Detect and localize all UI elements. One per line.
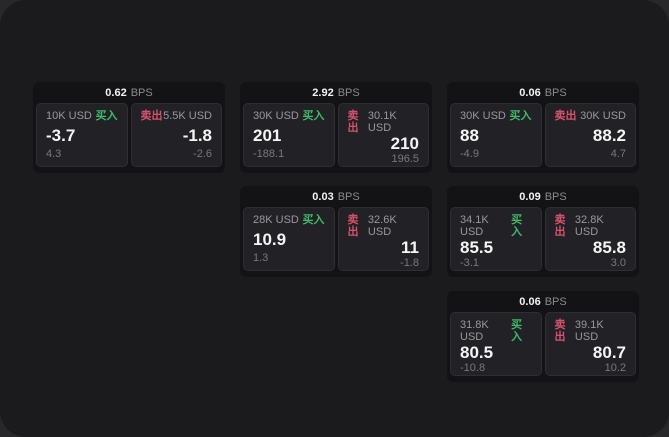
buy-price: -3.7 bbox=[46, 125, 76, 145]
buy-amount: 30K USD bbox=[460, 110, 506, 122]
buy-quote-panel[interactable]: 10K USD 买入 -3.7 4.3 bbox=[36, 103, 128, 167]
sell-price: 210 bbox=[390, 134, 419, 153]
buy-delta: 4.3 bbox=[46, 148, 62, 160]
buy-price: 85.5 bbox=[460, 238, 494, 257]
sell-price: 85.8 bbox=[592, 238, 626, 257]
buy-delta: 1.3 bbox=[253, 252, 269, 264]
bps-unit-label: BPS bbox=[544, 295, 567, 308]
sell-amount: 32.8K USD bbox=[574, 214, 604, 238]
buy-quote-panel[interactable]: 34.1K USD 买入 85.5 -3.1 bbox=[450, 207, 542, 271]
sell-label: 卖出 bbox=[347, 110, 359, 134]
bps-unit-label: BPS bbox=[337, 86, 360, 99]
sell-delta: 196.5 bbox=[391, 153, 419, 165]
card-header: 0.06 BPS bbox=[447, 82, 639, 103]
sell-price: 11 bbox=[401, 238, 419, 257]
buy-quote-panel[interactable]: 28K USD 买入 10.9 1.3 bbox=[243, 207, 335, 271]
sell-delta: 3.0 bbox=[610, 257, 626, 269]
bps-value: 0.62 bbox=[105, 86, 127, 99]
buy-quote-panel[interactable]: 30K USD 买入 201 -188.1 bbox=[243, 103, 335, 167]
sell-quote-panel[interactable]: 卖出 30K USD 88.2 4.7 bbox=[544, 103, 636, 167]
buy-price: 80.5 bbox=[460, 343, 494, 362]
bps-value: 0.09 bbox=[519, 190, 541, 203]
buy-label: 买入 bbox=[511, 319, 523, 343]
quote-card: 0.09 BPS 34.1K USD 买入 85.5 -3.1 卖出 32.8K… bbox=[447, 186, 639, 277]
buy-amount: 31.8K USD bbox=[460, 319, 489, 343]
quote-card: 0.06 BPS 31.8K USD 买入 80.5 -10.8 卖出 39.1… bbox=[447, 291, 639, 382]
sell-price: -1.8 bbox=[182, 125, 212, 145]
buy-delta: -10.8 bbox=[460, 362, 486, 374]
sell-price: 88.2 bbox=[592, 125, 626, 145]
card-body: 28K USD 买入 10.9 1.3 卖出 32.6K USD 11 -1.8 bbox=[240, 207, 432, 274]
sell-quote-panel[interactable]: 卖出 30.1K USD 210 196.5 bbox=[337, 103, 429, 167]
bps-unit-label: BPS bbox=[130, 86, 153, 99]
bps-value: 0.03 bbox=[312, 190, 334, 203]
sell-label: 卖出 bbox=[140, 110, 163, 122]
card-body: 31.8K USD 买入 80.5 -10.8 卖出 39.1K USD 80.… bbox=[447, 312, 639, 379]
bps-value: 2.92 bbox=[312, 86, 334, 99]
bps-value: 0.06 bbox=[519, 295, 541, 308]
sell-price: 80.7 bbox=[592, 343, 626, 362]
buy-delta: -4.9 bbox=[460, 148, 479, 160]
buy-delta: -3.1 bbox=[460, 257, 479, 269]
buy-amount: 30K USD bbox=[253, 110, 299, 122]
buy-quote-panel[interactable]: 31.8K USD 买入 80.5 -10.8 bbox=[450, 312, 542, 376]
sell-quote-panel[interactable]: 卖出 32.8K USD 85.8 3.0 bbox=[544, 207, 636, 271]
sell-label: 卖出 bbox=[554, 214, 566, 238]
card-header: 0.09 BPS bbox=[447, 186, 639, 207]
quote-card: 2.92 BPS 30K USD 买入 201 -188.1 卖出 30.1K … bbox=[240, 82, 432, 173]
card-body: 30K USD 买入 201 -188.1 卖出 30.1K USD 210 1… bbox=[240, 103, 432, 170]
quote-card: 0.03 BPS 28K USD 买入 10.9 1.3 卖出 32.6K US… bbox=[240, 186, 432, 277]
sell-amount: 39.1K USD bbox=[574, 319, 604, 343]
sell-delta: 4.7 bbox=[610, 148, 626, 160]
sell-quote-panel[interactable]: 卖出 32.6K USD 11 -1.8 bbox=[337, 207, 429, 271]
buy-delta: -188.1 bbox=[253, 148, 285, 160]
sell-amount: 5.5K USD bbox=[163, 110, 212, 122]
bps-unit-label: BPS bbox=[337, 190, 360, 203]
bps-unit-label: BPS bbox=[544, 86, 567, 99]
sell-quote-panel[interactable]: 卖出 39.1K USD 80.7 10.2 bbox=[544, 312, 636, 376]
bps-unit-label: BPS bbox=[544, 190, 567, 203]
buy-label: 买入 bbox=[509, 110, 532, 122]
card-header: 2.92 BPS bbox=[240, 82, 432, 103]
sell-delta: -2.6 bbox=[193, 148, 212, 160]
quote-card: 0.06 BPS 30K USD 买入 88 -4.9 卖出 30K USD 8… bbox=[447, 82, 639, 173]
buy-quote-panel[interactable]: 30K USD 买入 88 -4.9 bbox=[450, 103, 542, 167]
sell-amount: 30.1K USD bbox=[367, 110, 397, 134]
buy-amount: 10K USD bbox=[46, 110, 92, 122]
card-body: 30K USD 买入 88 -4.9 卖出 30K USD 88.2 4.7 bbox=[447, 103, 639, 170]
buy-label: 买入 bbox=[302, 110, 325, 122]
buy-price: 201 bbox=[253, 125, 282, 145]
sell-delta: -1.8 bbox=[400, 257, 419, 269]
buy-label: 买入 bbox=[95, 110, 118, 122]
buy-amount: 34.1K USD bbox=[460, 214, 489, 238]
card-body: 10K USD 买入 -3.7 4.3 卖出 5.5K USD -1.8 -2.… bbox=[33, 103, 225, 170]
buy-label: 买入 bbox=[302, 214, 325, 226]
sell-label: 卖出 bbox=[554, 319, 566, 343]
sell-label: 卖出 bbox=[554, 110, 577, 122]
buy-price: 10.9 bbox=[253, 229, 287, 249]
card-header: 0.62 BPS bbox=[33, 82, 225, 103]
buy-label: 买入 bbox=[511, 214, 523, 238]
sell-label: 卖出 bbox=[347, 214, 359, 238]
sell-quote-panel[interactable]: 卖出 5.5K USD -1.8 -2.6 bbox=[130, 103, 222, 167]
sell-delta: 10.2 bbox=[604, 362, 626, 374]
sell-amount: 32.6K USD bbox=[367, 214, 397, 238]
quote-card: 0.62 BPS 10K USD 买入 -3.7 4.3 卖出 5.5K USD… bbox=[33, 82, 225, 173]
card-body: 34.1K USD 买入 85.5 -3.1 卖出 32.8K USD 85.8… bbox=[447, 207, 639, 274]
bps-value: 0.06 bbox=[519, 86, 541, 99]
sell-amount: 30K USD bbox=[580, 110, 626, 122]
card-header: 0.03 BPS bbox=[240, 186, 432, 207]
buy-amount: 28K USD bbox=[253, 214, 299, 226]
buy-price: 88 bbox=[460, 125, 479, 145]
card-header: 0.06 BPS bbox=[447, 291, 639, 312]
